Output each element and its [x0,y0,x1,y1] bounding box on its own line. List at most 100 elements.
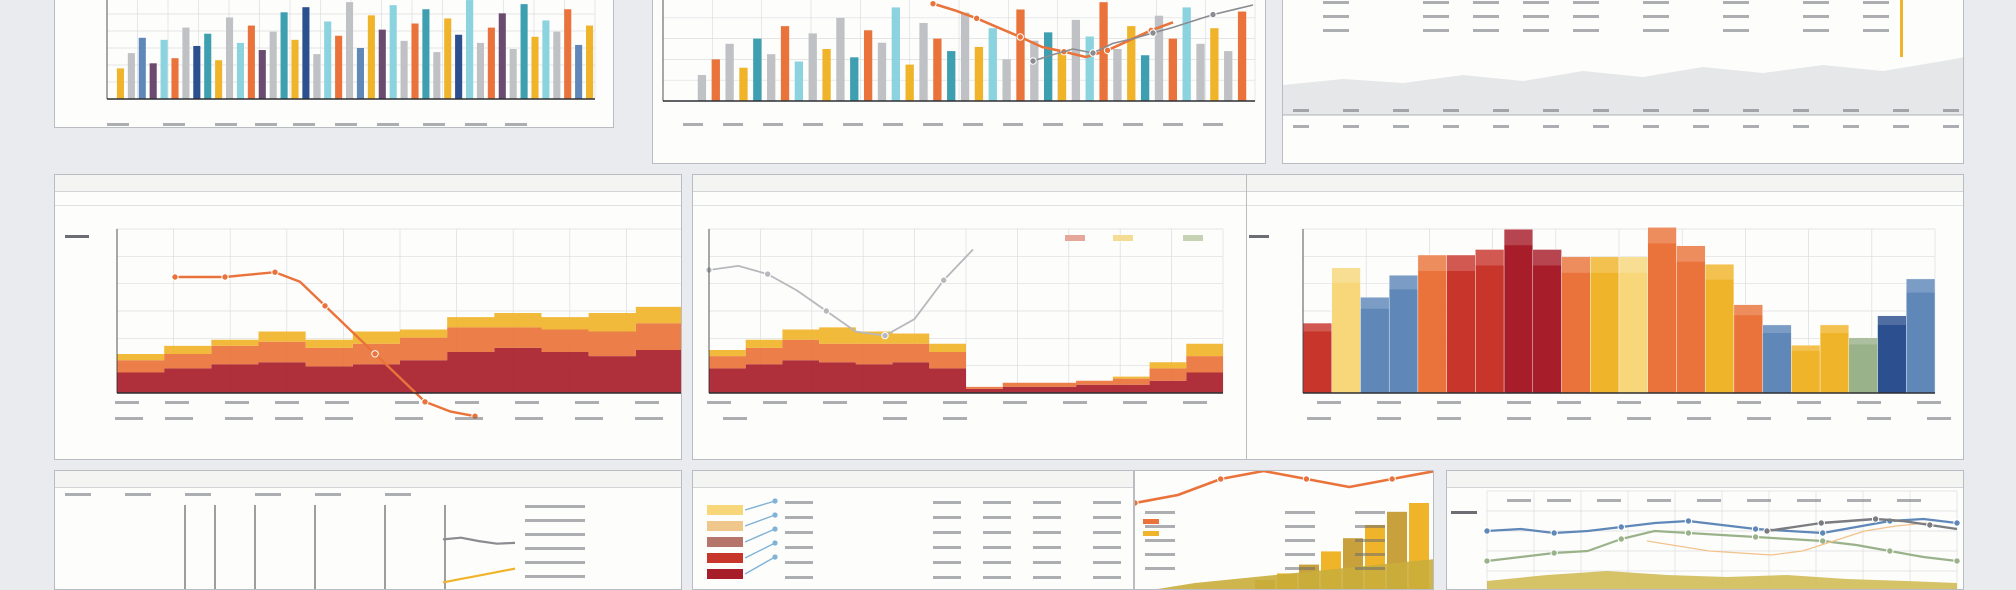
series-line-gray-point [1763,527,1771,535]
tick-label-mark [275,417,303,420]
bar-highlight [1417,255,1447,271]
series-line-point [822,307,831,315]
bar [919,23,928,101]
series-line-point [221,273,229,281]
legend-swatch [1183,235,1203,241]
area-series [117,323,681,373]
tick-label-mark [1793,109,1809,112]
tick-label-mark [1355,553,1385,556]
series-line [442,536,516,545]
bar [1762,324,1792,394]
bar [531,36,539,99]
bar [542,20,550,99]
bar [891,7,900,101]
tick-label-mark [1493,125,1509,128]
connector-line [744,528,776,543]
series-line-1-point [1550,529,1558,537]
series-line [708,248,974,337]
tick-label-mark [525,575,585,578]
tick-label-mark [1543,125,1559,128]
connector-point [772,540,778,546]
series-line-point [321,302,329,310]
bar [1848,337,1878,394]
bar [116,68,124,99]
tick-label-mark [1507,417,1531,420]
tick-label-mark [1523,15,1549,18]
tick-label-mark [1943,125,1959,128]
tick-label-mark [1693,109,1709,112]
tick-label-mark [943,417,967,420]
legend-swatch [707,505,743,515]
tick-label-mark [1323,1,1349,4]
tick-label-mark [1003,401,1027,404]
series-line-point [1302,475,1311,483]
tick-label-mark [1293,109,1309,112]
bar [138,37,146,99]
tick-label-mark [1145,525,1175,528]
series-line-0-point [1953,557,1961,565]
tick-label-mark [983,576,1011,579]
tick-label-mark [1473,29,1499,32]
bar [564,9,572,100]
bar [808,33,817,101]
tick-label-mark [1343,109,1359,112]
panel-top-right [1282,0,1964,164]
tick-label-mark [1043,123,1063,126]
series-line-1-point [1684,517,1693,525]
tick-label-mark [1857,401,1881,404]
bar [269,31,277,99]
tick-label-mark [1507,499,1531,502]
tick-label-mark [1697,499,1721,502]
tick-label-mark [1743,109,1759,112]
tick-label-mark [1355,511,1385,514]
tick-label-mark [1897,499,1921,502]
chart-top-right [1283,0,1963,128]
tick-label-mark [1377,401,1401,404]
bar-highlight [1504,229,1533,246]
bar-highlight [1619,256,1648,273]
chart-top-center [662,0,1256,126]
tick-label-mark [325,401,349,404]
tick-label-mark [293,123,315,126]
tick-label-mark [1145,539,1175,542]
chart-bottom-right [1451,490,1961,589]
bar [947,51,956,101]
bar [586,25,594,100]
tick-label-mark [707,401,731,404]
tick-label-mark [1033,501,1061,504]
series-line-point [763,270,772,278]
tick-label-mark [1547,499,1571,502]
bar [1154,15,1164,101]
tick-label-mark [1355,567,1385,570]
tick-label-mark [1033,516,1061,519]
series-line-gray [1766,517,1958,533]
tick-label-mark [1747,417,1771,420]
tick-label-mark [1573,15,1599,18]
tick-label-mark [385,493,411,496]
tick-label-mark [933,531,961,534]
tick-label-mark [1803,29,1829,32]
bar-highlight [1303,323,1332,332]
panel-bottom-right [1446,470,1964,590]
bar [988,28,997,102]
tick-label-mark [1863,1,1889,4]
tick-label-mark [125,493,151,496]
bar [1127,26,1136,101]
series-line-point [1388,475,1396,483]
tick-label-mark [723,123,743,126]
tick-label-mark [515,417,543,420]
bar [1057,53,1067,101]
series-line-point [881,331,889,340]
tick-label-mark [315,493,341,496]
area-series [709,339,1223,389]
area-background [1283,57,1963,115]
tick-label-mark [1323,15,1349,18]
bar [356,48,364,99]
panel-middle-right [1246,174,1964,460]
tick-label-mark [1617,401,1641,404]
tick-label-mark [215,123,237,126]
tick-label-mark [423,123,445,126]
bar [1331,267,1361,394]
tick-label-mark [255,123,277,126]
tick-label-mark [1083,123,1103,126]
